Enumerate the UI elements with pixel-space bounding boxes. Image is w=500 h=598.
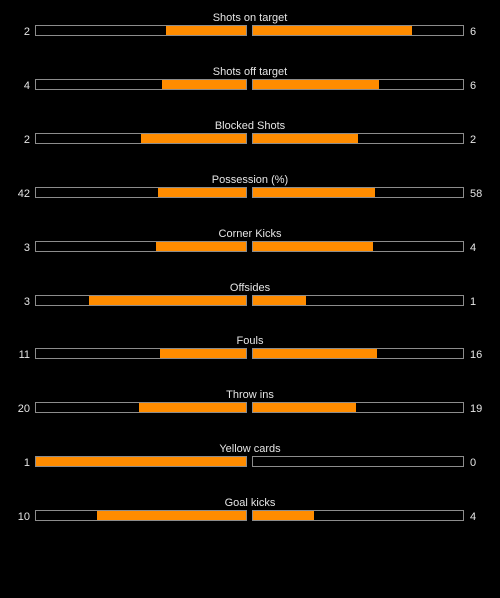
stat-row: Shots off target 4 6 [0, 65, 500, 105]
stat-title: Shots on target [212, 12, 288, 24]
home-bar-fill [157, 187, 246, 197]
stat-title: Corner Kicks [218, 227, 282, 240]
home-value: 2 [23, 133, 30, 146]
away-value: 4 [470, 241, 477, 254]
stat-title: Blocked Shots [214, 119, 286, 132]
home-bar [35, 186, 247, 198]
away-bar-fill [253, 26, 412, 35]
home-value: 4 [23, 79, 30, 92]
away-value: 16 [470, 349, 483, 362]
away-bar [252, 348, 464, 360]
stat-title: Fouls [236, 335, 264, 348]
home-bar [35, 78, 247, 90]
home-value: 20 [17, 403, 30, 416]
home-bar [35, 510, 247, 522]
away-value: 19 [470, 403, 483, 416]
stat-title: Possession (%) [211, 173, 289, 186]
away-bar [252, 402, 464, 414]
home-value: 3 [23, 295, 30, 308]
home-bar [35, 132, 247, 144]
away-bar [252, 510, 464, 522]
stat-row: Offsides 3 1 [0, 281, 500, 321]
stat-row: Possession (%) 42 58 [0, 173, 500, 213]
away-bar [252, 240, 464, 252]
stat-row: Throw ins 20 19 [0, 388, 500, 428]
stat-title: Offsides [229, 281, 271, 294]
stat-title: Goal kicks [224, 497, 276, 510]
home-bar-fill [96, 511, 246, 521]
home-value: 3 [23, 241, 30, 254]
away-bar [252, 186, 464, 198]
away-bar [252, 456, 464, 468]
home-value: 42 [17, 187, 30, 200]
stat-title: Yellow cards [219, 443, 281, 456]
stat-row: Shots on target 2 6 [0, 11, 500, 51]
away-bar-fill [253, 403, 356, 413]
home-bar-fill [36, 457, 246, 467]
home-bar-fill [88, 295, 246, 305]
away-bar [252, 294, 464, 306]
away-value: 1 [470, 295, 477, 308]
home-value: 1 [23, 457, 30, 470]
home-bar [35, 294, 247, 306]
home-bar [35, 25, 247, 36]
home-bar-fill [138, 403, 246, 413]
away-value: 2 [470, 133, 477, 146]
stat-row: Fouls 11 16 [0, 334, 500, 374]
away-bar-fill [253, 187, 375, 197]
home-value: 2 [23, 26, 30, 38]
away-bar [252, 132, 464, 144]
home-bar-fill [155, 241, 246, 251]
home-value: 10 [17, 511, 30, 524]
away-bar-fill [253, 133, 358, 143]
stat-title: Throw ins [226, 389, 274, 402]
home-bar [35, 348, 247, 360]
home-bar-fill [159, 349, 246, 359]
away-bar-fill [253, 79, 379, 89]
away-value: 58 [470, 187, 483, 200]
away-bar [252, 78, 464, 90]
away-value: 6 [470, 79, 477, 92]
away-bar [252, 25, 464, 36]
away-bar-fill [253, 511, 314, 521]
stat-title: Shots off target [212, 65, 288, 78]
stat-row: Blocked Shots 2 2 [0, 119, 500, 159]
stat-row: Corner Kicks 3 4 [0, 227, 500, 267]
away-value: 6 [470, 26, 477, 38]
away-value: 4 [470, 511, 477, 524]
home-bar [35, 456, 247, 468]
home-bar-fill [166, 26, 246, 35]
away-bar-fill [253, 295, 306, 305]
away-bar-fill [253, 241, 373, 251]
home-bar-fill [162, 79, 246, 89]
stat-row: Yellow cards 1 0 [0, 442, 500, 482]
stat-row: Goal kicks 10 4 [0, 496, 500, 536]
home-bar [35, 402, 247, 414]
home-bar-fill [141, 133, 246, 143]
away-bar-fill [253, 349, 377, 359]
away-value: 0 [470, 457, 477, 470]
home-value: 11 [18, 349, 30, 362]
home-bar [35, 240, 247, 252]
